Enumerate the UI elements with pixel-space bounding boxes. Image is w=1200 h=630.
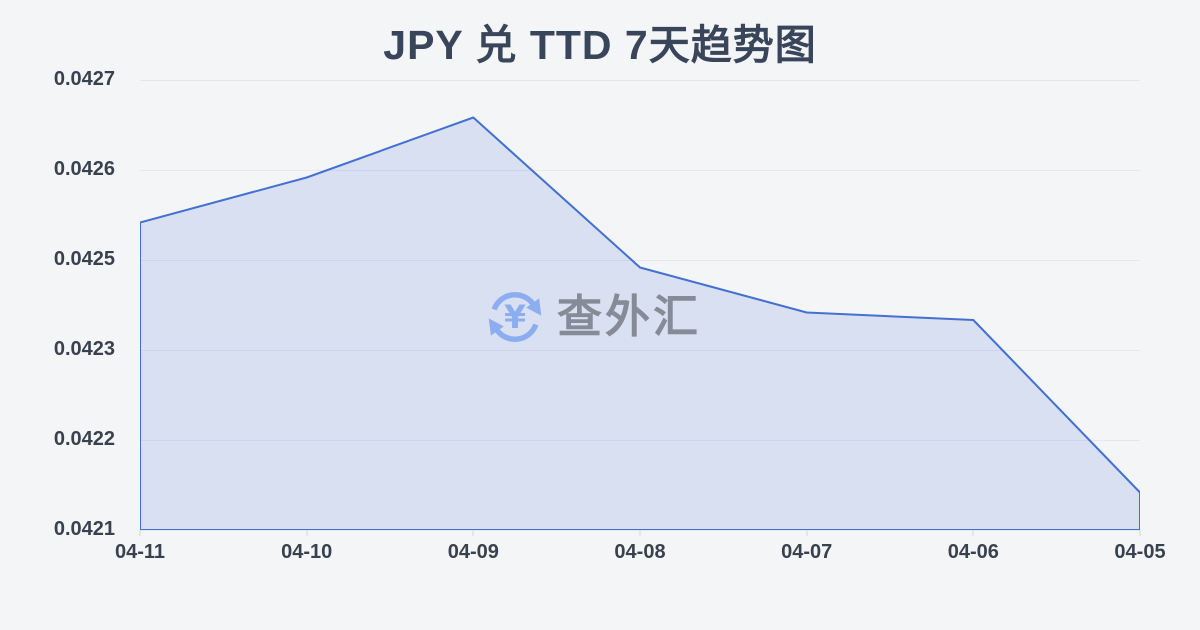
- gridline: [140, 80, 1140, 81]
- axis-tick: [306, 530, 308, 536]
- exchange-arrow-bottom-arc: [494, 323, 539, 342]
- x-axis-tick-label: 04-10: [281, 541, 333, 563]
- gridline: [140, 350, 1140, 351]
- trend-area-path: [140, 116, 1140, 530]
- axis-tick: [139, 530, 141, 536]
- gridline: [140, 170, 1140, 171]
- y-axis-tick-label: 0.0426: [53, 158, 115, 181]
- x-axis-tick-label: 04-11: [114, 541, 166, 563]
- exchange-arrowhead: [488, 318, 504, 336]
- currency-exchange-icon: ¥: [488, 292, 542, 342]
- axis-tick: [972, 530, 974, 536]
- exchange-arrow-top-arc: [491, 292, 536, 311]
- x-axis-tick-label: 04-08: [614, 541, 666, 563]
- axis-tick: [1139, 530, 1141, 536]
- x-axis-tick-label: 04-07: [781, 541, 833, 563]
- y-axis: 0.0427 0.0426 0.0425 0.0423 0.0422 0.042…: [0, 68, 115, 540]
- x-axis-tick-label: 04-06: [947, 541, 999, 563]
- gridline: [140, 260, 1140, 261]
- y-axis-tick-label: 0.0422: [53, 428, 115, 451]
- x-axis: 04-11 04-10 04-09 04-08 04-07 04-06 04-0…: [115, 541, 1166, 567]
- axis-tick: [806, 530, 808, 536]
- exchange-arrowhead: [526, 298, 542, 316]
- watermark: ¥ 查外汇: [486, 286, 701, 348]
- y-axis-tick-label: 0.0423: [53, 338, 115, 361]
- yen-symbol: ¥: [504, 300, 526, 336]
- plot-area: [139, 80, 1141, 536]
- trend-area-chart: [140, 116, 1140, 530]
- axis-tick: [639, 530, 641, 536]
- y-axis-tick-label: 0.0421: [53, 518, 115, 541]
- x-axis-tick-label: 04-09: [447, 541, 499, 563]
- y-axis-tick-label: 0.0427: [53, 68, 115, 91]
- y-axis-tick-label: 0.0425: [53, 248, 115, 271]
- axis-tick: [472, 530, 474, 536]
- gridline: [140, 440, 1140, 441]
- chart-title: JPY 兑 TTD 7天趋势图: [383, 22, 817, 68]
- watermark-brand-text: 查外汇: [557, 291, 702, 342]
- x-axis-tick-label: 04-05: [1114, 541, 1166, 563]
